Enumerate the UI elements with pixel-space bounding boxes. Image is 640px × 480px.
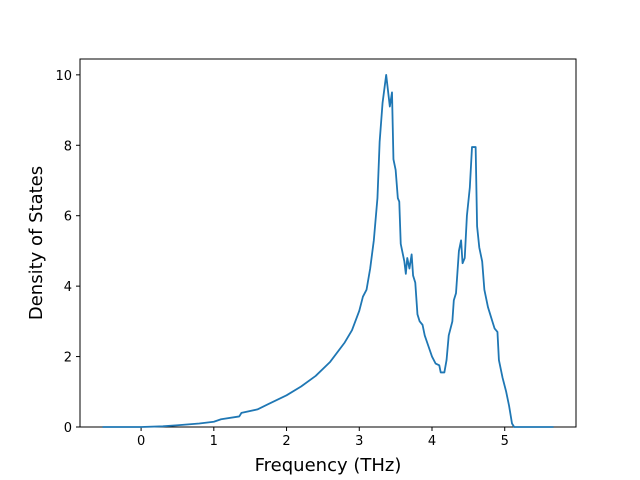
line [102,73,554,428]
x-tick-label: 2 [282,434,290,449]
x-tick-label: 0 [137,434,145,449]
x-tick-label: 5 [501,434,509,449]
y-axis-label: Density of States [26,166,47,320]
x-tick-label: 3 [355,434,363,449]
x-axis-label: Frequency (THz) [255,455,402,476]
y-tick-label: 6 [64,210,72,225]
x-tick-label: 1 [210,434,218,449]
x-tick-label: 4 [428,434,436,449]
y-tick-label: 0 [64,421,72,436]
y-tick-label: 2 [64,351,72,366]
y-tick-label: 10 [55,69,72,84]
y-tick-label: 8 [64,139,72,154]
y-tick-label: 4 [64,280,72,295]
plot-frame [79,58,577,428]
